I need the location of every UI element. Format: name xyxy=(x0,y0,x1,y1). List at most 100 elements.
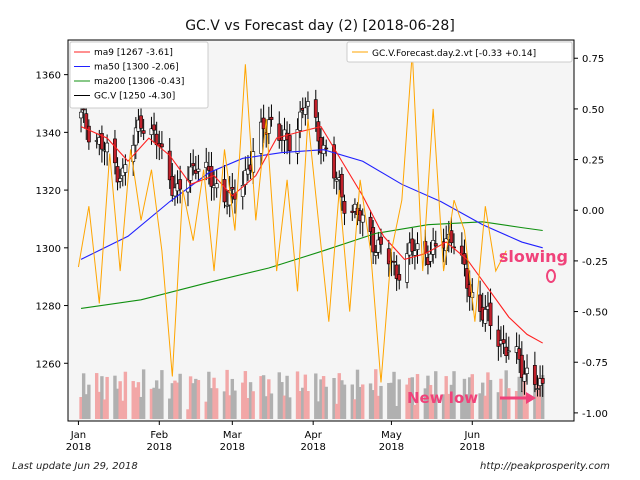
candle-body xyxy=(81,108,86,111)
volume-bar xyxy=(316,401,321,419)
volume-bar xyxy=(449,384,454,419)
ma50-line xyxy=(80,149,543,260)
candle-body xyxy=(517,348,522,360)
candle-body xyxy=(496,329,501,347)
x-tick-label: Jan 2018 xyxy=(66,430,91,453)
candle-body xyxy=(178,179,183,190)
candle-body xyxy=(412,250,417,256)
volume-bar xyxy=(410,377,414,419)
candle-body xyxy=(269,116,274,120)
y-right-tick-label: -0.50 xyxy=(582,308,608,319)
candle-body xyxy=(433,243,438,247)
volume-bar xyxy=(209,388,214,419)
volume-bar xyxy=(261,375,266,419)
legend-entry-ma50: ma50 [1300 -2.06] xyxy=(94,63,179,73)
y-left-tick-label: 1260 xyxy=(36,359,61,370)
volume-bar xyxy=(342,384,347,419)
volume-bar xyxy=(387,382,391,419)
volume-bar xyxy=(428,384,433,419)
forecast-line xyxy=(77,52,507,383)
candle-body xyxy=(79,111,83,119)
volume-bar xyxy=(441,394,446,419)
y-right-tick-label: 0.50 xyxy=(582,105,604,116)
y-left-tick-label: 1280 xyxy=(36,302,61,313)
volume-bar xyxy=(397,379,401,419)
candle-body xyxy=(373,252,378,256)
volume-bar xyxy=(139,396,143,419)
website-link[interactable]: http://peakprosperity.com xyxy=(480,461,610,472)
candle-body xyxy=(478,294,483,312)
volume-bar xyxy=(538,385,542,419)
volume-bar xyxy=(241,382,245,419)
volume-bar xyxy=(178,373,182,419)
candle-body xyxy=(266,119,271,134)
volume-bar xyxy=(105,376,109,419)
volume-bar xyxy=(467,377,472,419)
volume-bar xyxy=(100,376,104,419)
volume-bar xyxy=(350,384,354,419)
candle-body xyxy=(86,125,91,143)
candle-body xyxy=(376,239,381,253)
volume-bar xyxy=(136,382,141,419)
candle-body xyxy=(332,144,336,179)
candle-body xyxy=(339,173,344,198)
candle-body xyxy=(525,367,529,374)
volume-bar xyxy=(434,371,438,419)
volume-bar xyxy=(321,376,326,419)
volume-bar xyxy=(368,383,373,419)
volume-bar xyxy=(141,369,146,419)
volume-bar xyxy=(102,399,107,419)
candle-body xyxy=(540,378,545,384)
volume-bar xyxy=(337,373,341,419)
candle-body xyxy=(535,388,540,390)
volume-bar xyxy=(84,394,88,419)
new-low-arrow-head xyxy=(526,392,536,404)
volume-bar xyxy=(243,371,248,419)
candle-body xyxy=(259,121,263,154)
candle-body xyxy=(113,138,117,164)
new-low-label: New low xyxy=(407,389,478,407)
candle-body xyxy=(342,201,347,214)
legend-box xyxy=(69,41,209,109)
axes: 1260 1280 1300 1320 1340 1360 0.75 0.50 0.25 0.00… xyxy=(36,54,608,453)
volume-bar xyxy=(496,392,501,419)
volume-bar xyxy=(160,370,164,419)
y-right-tick-label: 0.75 xyxy=(582,54,604,65)
candle-body xyxy=(353,203,357,212)
volume-bar xyxy=(212,377,216,419)
annotations: slowing New low xyxy=(407,247,568,407)
indicator-lines xyxy=(77,52,543,383)
volume-bar xyxy=(324,386,328,419)
volume-bar xyxy=(460,395,464,419)
volume-bar xyxy=(264,396,268,419)
candle-body xyxy=(449,230,454,244)
ma9-line xyxy=(80,125,543,344)
candle-body xyxy=(386,248,391,265)
candle-body xyxy=(295,129,300,154)
candle-body xyxy=(519,354,524,378)
candle-body xyxy=(405,253,409,283)
volume-bar xyxy=(204,401,208,419)
candle-body xyxy=(133,127,138,146)
candle-body xyxy=(501,339,506,344)
volume-bar xyxy=(118,381,122,419)
candle-body xyxy=(532,365,537,385)
y-left-tick-label: 1320 xyxy=(36,186,61,197)
legend-entry-gcv: GC.V [1250 -4.30] xyxy=(94,92,175,102)
volume-bar xyxy=(413,404,417,419)
last-update-text: Last update Jun 29, 2018 xyxy=(12,461,138,472)
chart-title: GC.V vs Forecast day (2) [2018-06-28] xyxy=(185,18,455,34)
volume-bar xyxy=(334,403,339,419)
volume-bar xyxy=(478,393,482,419)
volume-bar xyxy=(191,383,195,419)
candle-body xyxy=(360,214,365,223)
volume-bar xyxy=(507,388,511,419)
volume-bar xyxy=(196,380,201,419)
volume-bar xyxy=(173,380,177,419)
volume-bar xyxy=(269,393,274,419)
candle-body xyxy=(313,99,318,118)
volume-bar xyxy=(225,369,229,419)
candle-body xyxy=(191,163,196,167)
volume-bar xyxy=(121,400,125,419)
legend-moving-averages: ma9 [1267 -3.61] ma50 [1300 -2.06] ma200 [… xyxy=(69,41,209,109)
